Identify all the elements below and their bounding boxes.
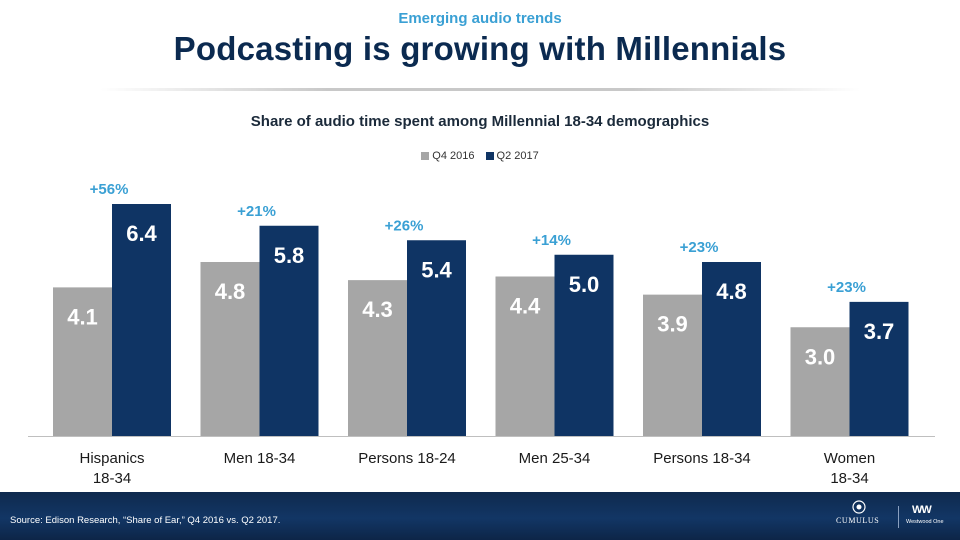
data-label: 3.0 — [805, 344, 836, 369]
chart-title: Share of audio time spent among Millenni… — [250, 113, 710, 130]
bar-q2-2017-4 — [702, 262, 761, 436]
cumulus-logo-icon — [852, 500, 866, 514]
bar-chart: 4.1 6.4 +56% Hispanics 18-34 4.8 5.8 +21% Men 18… — [28, 181, 935, 487]
category-label: 18-34 — [93, 470, 131, 487]
data-label: 3.7 — [864, 319, 895, 344]
bar-q2-2017-1 — [259, 225, 319, 436]
legend-label-q2-2017: Q2 2017 — [496, 150, 539, 162]
bar-q2-2017-5 — [849, 301, 909, 436]
data-label: 6.4 — [126, 221, 157, 246]
westwood-one-logo: Westwood One — [906, 519, 944, 525]
data-label: 4.4 — [510, 294, 541, 319]
data-label: 4.8 — [215, 279, 246, 304]
category-label: 18-34 — [830, 470, 868, 487]
cumulus-logo: CUMULUS — [836, 516, 880, 525]
change-label: +23% — [680, 239, 719, 256]
legend-swatch-q4-2016 — [421, 152, 430, 160]
westwood-one-logo-icon: WW — [912, 504, 932, 516]
data-label: 4.8 — [716, 279, 747, 304]
legend-item-q2-2017: Q2 2017 — [485, 150, 539, 162]
change-label: +26% — [385, 217, 424, 234]
change-label: +21% — [237, 203, 276, 220]
bar-q2-2017-0 — [112, 204, 171, 436]
bar-q4-2016-5 — [790, 327, 850, 436]
data-label: 4.1 — [67, 304, 98, 329]
bar-q4-2016-4 — [643, 294, 702, 436]
category-label: Women — [824, 450, 875, 467]
bar-q2-2017-2 — [407, 240, 466, 436]
legend-label-q4-2016: Q4 2016 — [432, 150, 475, 162]
category-label: Hispanics — [79, 450, 144, 467]
title-divider — [100, 88, 860, 91]
category-label: Persons 18-34 — [653, 450, 751, 467]
page-title: Podcasting is growing with Millennials — [173, 30, 787, 67]
chart-legend: Q4 2016 Q2 2017 — [0, 150, 960, 163]
data-label: 5.0 — [569, 272, 600, 297]
bar-q4-2016-2 — [348, 280, 407, 436]
category-label: Men 18-34 — [224, 450, 296, 467]
data-label: 5.4 — [421, 257, 452, 282]
category-label: Persons 18-24 — [358, 450, 456, 467]
source-note: Source: Edison Research, “Share of Ear,”… — [10, 515, 281, 526]
data-label: 3.9 — [657, 312, 688, 337]
change-label: +14% — [532, 232, 571, 249]
bar-q4-2016-3 — [495, 276, 555, 436]
change-label: +56% — [90, 181, 129, 198]
data-label: 4.3 — [362, 297, 393, 322]
bar-q4-2016-0 — [53, 287, 112, 436]
change-label: +23% — [827, 279, 866, 296]
bar-q2-2017-3 — [554, 254, 614, 436]
category-label: Men 25-34 — [519, 450, 591, 467]
bar-q4-2016-1 — [200, 262, 260, 436]
footer-bar: Source: Edison Research, “Share of Ear,”… — [0, 492, 960, 540]
kicker: Emerging audio trends — [398, 10, 562, 27]
legend-swatch-q2-2017 — [485, 152, 494, 160]
legend-item-q4-2016: Q4 2016 — [421, 150, 474, 162]
data-label: 5.8 — [274, 243, 305, 268]
logo-divider — [898, 506, 899, 528]
